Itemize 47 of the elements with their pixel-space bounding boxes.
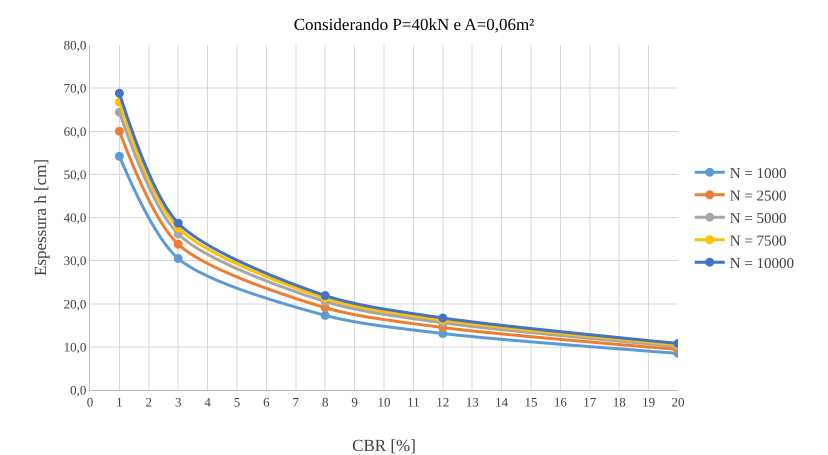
legend-label: N = 2500 [730,188,787,205]
y-tick-label: 60,0 [64,124,86,139]
point [114,152,124,161]
point [174,218,183,228]
x-tick-label: 16 [554,394,568,410]
x-tick-label: 7 [292,394,300,410]
x-tick-label: 1 [116,394,123,410]
x-tick-label: 15 [524,394,538,410]
x-tick-label: 5 [234,394,240,410]
x-tick-label: 14 [495,394,509,410]
chart-title: Considerando P=40kN e A=0,06m² [294,15,534,34]
x-tick-label: 13 [466,394,479,410]
x-tick-label: 12 [436,394,450,410]
point [438,313,448,322]
x-tick-label: 20 [672,394,684,410]
point [320,310,330,320]
y-tick-label: 20,0 [64,296,86,312]
point [174,240,183,249]
x-tick-label: 3 [174,394,182,410]
x-tick-label: 2 [146,394,152,410]
x-axis-title: CBR [%] [352,436,416,455]
point [320,291,330,300]
x-tick-label: 9 [351,394,358,410]
x-tick-label: 0 [86,394,94,410]
y-tick-label: 30,0 [64,253,86,268]
x-tick-label: 8 [322,394,328,410]
y-tick-label: 10,0 [64,339,86,354]
y-axis-title: Espessura h [cm] [31,158,50,276]
x-tick-label: 11 [407,394,420,410]
x-tick-label: 18 [612,394,626,410]
legend-label: N = 7500 [730,234,787,250]
point [114,88,124,98]
legend-label: N = 5000 [730,211,787,228]
x-tick-label: 6 [263,394,270,410]
point [174,254,183,263]
legend-label: N = 10000 [730,256,794,272]
x-tick-label: 4 [204,394,212,410]
y-tick-label: 40,0 [64,210,86,226]
y-tick-label: 50,0 [64,166,86,182]
y-tick-label: 80,0 [64,38,86,53]
x-tick-label: 19 [642,394,656,410]
point [114,126,124,136]
x-tick-label: 10 [378,394,390,410]
y-tick-label: 70,0 [64,80,86,96]
y-tick-label: 0,0 [70,382,86,398]
x-tick-label: 17 [583,394,597,410]
legend-label: N = 1000 [730,166,787,182]
